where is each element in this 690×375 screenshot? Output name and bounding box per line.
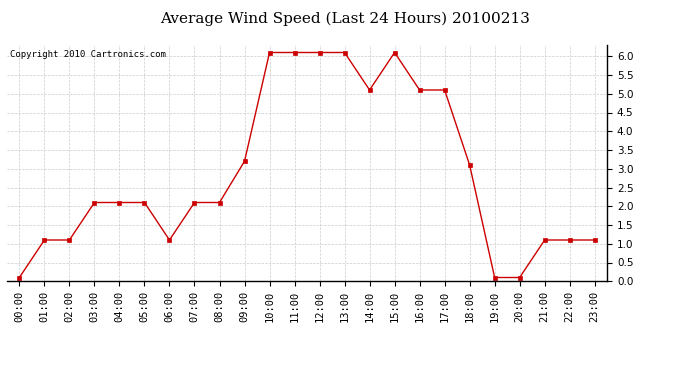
Text: Average Wind Speed (Last 24 Hours) 20100213: Average Wind Speed (Last 24 Hours) 20100… [160,11,530,26]
Text: Copyright 2010 Cartronics.com: Copyright 2010 Cartronics.com [10,50,166,59]
